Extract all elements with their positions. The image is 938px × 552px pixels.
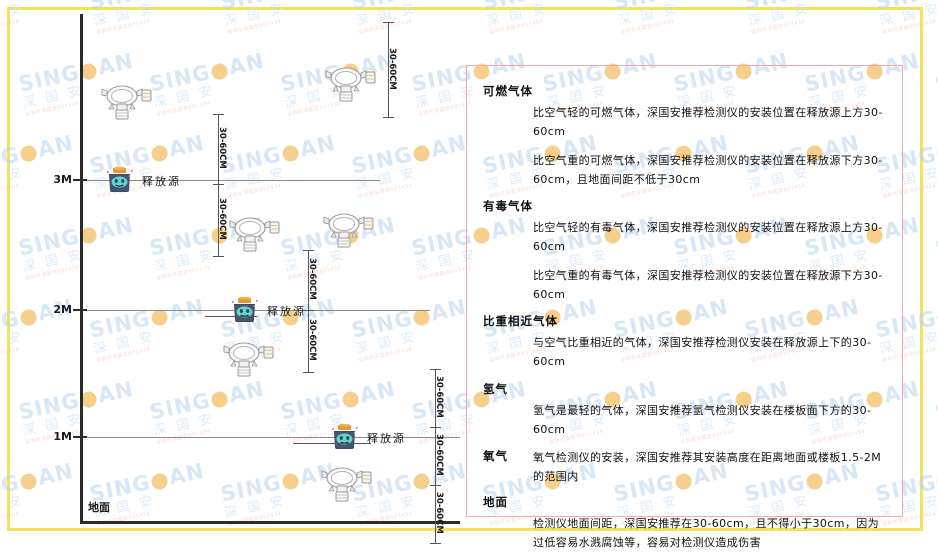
gas-detector-icon [98,82,154,120]
gas-detector-icon [322,64,378,102]
gas-section: 比重相近气体与空气比重相近的气体，深国安推荐检测仪安装在释放源上下的30-60c… [481,313,888,372]
release-source-icon [105,167,135,193]
release-source-label: 释放源 [367,430,406,446]
dimension-line: 30-60CM [388,22,389,117]
release-source-icon [230,297,260,323]
dimension-cap [430,427,441,428]
dimension-cap [213,184,224,185]
height-level-tick [73,436,87,438]
dimension-cap [303,250,314,251]
gas-section-title: 可燃气体 [483,83,888,99]
ground-axis [80,521,460,524]
gas-section-paragraph: 检测仪地面间距，深国安推荐在30-60cm，且不得小于30cm，因为过低容易水溅… [533,514,888,552]
height-level-tick [73,309,87,311]
gas-section-paragraph: 与空气比重相近的气体，深国安推荐检测仪安装在释放源上下的30-60cm [533,333,888,372]
dimension-cap [303,372,314,373]
leader-line [205,316,257,317]
gas-section-paragraph: 比空气重的可燃气体，深国安推荐检测仪的安装位置在释放源下方30-60cm，且地面… [533,151,888,190]
release-source-label: 释放源 [142,173,181,189]
gas-section: 氧气氧气检测仪的安装，深国安推荐其安装高度在距离地面或楼板1.5-2M的范围内 [483,448,888,487]
gas-installation-info-panel: 可燃气体比空气轻的可燃气体，深国安推荐检测仪的安装位置在释放源上方30-60cm… [466,65,903,517]
gas-section-body: 与空气比重相近的气体，深国安推荐检测仪安装在释放源上下的30-60cm [533,333,888,372]
dimension-label: 30-60CM [217,127,227,169]
dimension-cap [430,543,441,544]
gas-section: 有毒气体比空气轻的有毒气体，深国安推荐检测仪的安装位置在释放源上方30-60cm… [481,198,888,304]
gas-detector-icon [320,210,376,248]
height-level-label: 2M [30,303,72,316]
dimension-label: 30-60CM [434,492,444,534]
gas-section-paragraph: 比空气轻的可燃气体，深国安推荐检测仪的安装位置在释放源上方30-60cm [533,103,888,142]
gas-section-title: 地面 [483,494,888,510]
gas-section-paragraph: 比空气重的有毒气体，深国安推荐检测仪的安装位置在释放源下方30-60cm [533,266,888,305]
dimension-label: 30-60CM [387,48,397,90]
gas-section-paragraph: 氧气检测仪的安装，深国安推荐其安装高度在距离地面或楼板1.5-2M的范围内 [533,448,888,487]
release-source-label: 释放源 [267,303,306,319]
dimension-cap [213,256,224,257]
gas-section-paragraph: 氢气是最轻的气体，深国安推荐氢气检测仪安装在楼板面下方的30-60cm [533,401,888,440]
height-level-label: 1M [30,430,72,443]
gas-section: 可燃气体比空气轻的可燃气体，深国安推荐检测仪的安装位置在释放源上方30-60cm… [481,83,888,189]
dimension-cap [430,369,441,370]
gas-detector-icon [220,339,276,377]
gas-section-title: 氧气 [483,448,533,464]
dimension-cap [213,114,224,115]
dimension-cap [383,117,394,118]
gas-detector-icon [318,464,374,502]
dimension-label: 30-60CM [434,376,444,418]
gas-section-title: 氢气 [483,381,888,397]
vertical-axis [80,14,83,524]
height-level-label: 3M [30,173,72,186]
release-source-icon [330,424,360,450]
gas-section: 氢气氢气是最轻的气体，深国安推荐氢气检测仪安装在楼板面下方的30-60cm [481,381,888,440]
dimension-label: 30-60CM [434,434,444,476]
gas-section-body: 氢气是最轻的气体，深国安推荐氢气检测仪安装在楼板面下方的30-60cm [533,401,888,440]
dimension-cap [383,22,394,23]
gas-section-title: 比重相近气体 [483,313,888,329]
gas-section-body: 检测仪地面间距，深国安推荐在30-60cm，且不得小于30cm，因为过低容易水溅… [533,514,888,552]
gas-section-paragraph: 比空气轻的有毒气体，深国安推荐检测仪的安装位置在释放源上方30-60cm [533,218,888,257]
gas-section-body: 比空气轻的可燃气体，深国安推荐检测仪的安装位置在释放源上方30-60cm 比空气重… [533,103,888,189]
gas-section-body: 比空气轻的有毒气体，深国安推荐检测仪的安装位置在释放源上方30-60cm 比空气重… [533,218,888,304]
dimension-label: 30-60CM [307,319,317,361]
leader-line [293,443,371,444]
gas-section: 地面检测仪地面间距，深国安推荐在30-60cm，且不得小于30cm，因为过低容易… [481,494,888,552]
height-level-tick [73,179,87,181]
dimension-label: 30-60CM [307,258,317,300]
gas-detector-icon [226,214,282,252]
gas-section-title: 有毒气体 [483,198,888,214]
dimension-cap [430,485,441,486]
ground-label: 地面 [88,499,110,515]
